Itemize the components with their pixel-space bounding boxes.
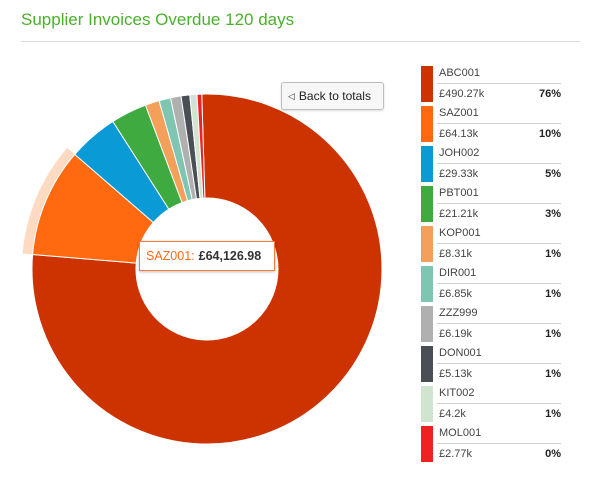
legend-swatch xyxy=(421,346,433,382)
legend-percent: 1% xyxy=(545,248,561,260)
legend-swatch xyxy=(421,426,433,462)
legend-rule xyxy=(437,443,561,444)
back-to-totals-button[interactable]: ◁ Back to totals xyxy=(281,82,384,110)
slice-mol001[interactable] xyxy=(196,93,206,199)
legend-swatch xyxy=(421,106,433,142)
tooltip-code: SAZ001: xyxy=(146,249,195,263)
legend-code: DON001 xyxy=(439,347,482,359)
legend-value: £64.13k xyxy=(439,128,479,140)
slice-highlight-saz001 xyxy=(22,147,75,255)
legend-value: £6.85k xyxy=(439,288,473,300)
legend-value: £6.19k xyxy=(439,328,473,340)
legend-swatch xyxy=(421,306,433,342)
title-divider xyxy=(21,41,580,42)
legend-code: MOL001 xyxy=(439,427,482,439)
legend-item[interactable]: SAZ001 £64.13k 10% xyxy=(421,104,561,144)
legend-swatch xyxy=(421,186,433,222)
legend-value: £21.21k xyxy=(439,208,479,220)
legend-item[interactable]: DIR001 £6.85k 1% xyxy=(421,264,561,304)
legend-rule xyxy=(437,83,561,84)
legend-code: KOP001 xyxy=(439,227,481,239)
legend-item[interactable]: ZZZ999 £6.19k 1% xyxy=(421,304,561,344)
legend-value: £5.13k xyxy=(439,368,473,380)
tooltip-value: £64,126.98 xyxy=(198,249,262,263)
page-title: Supplier Invoices Overdue 120 days xyxy=(21,10,295,29)
legend-item[interactable]: KOP001 £8.31k 1% xyxy=(421,224,561,264)
slice-tooltip: SAZ001: £64,126.98 xyxy=(139,241,275,271)
legend-item[interactable]: DON001 £5.13k 1% xyxy=(421,344,561,384)
legend-value: £29.33k xyxy=(439,168,479,180)
legend-code: DIR001 xyxy=(439,267,477,279)
legend-item[interactable]: KIT002 £4.2k 1% xyxy=(421,384,561,424)
legend-swatch xyxy=(421,266,433,302)
legend-item[interactable]: MOL001 £2.77k 0% xyxy=(421,424,561,464)
legend-code: PBT001 xyxy=(439,187,479,199)
legend-rule xyxy=(437,243,561,244)
legend-percent: 0% xyxy=(545,448,561,460)
legend-code: JOH002 xyxy=(439,147,480,159)
legend-rule xyxy=(437,203,561,204)
legend-percent: 10% xyxy=(538,128,561,140)
legend-percent: 5% xyxy=(545,168,561,180)
legend-code: KIT002 xyxy=(439,387,475,399)
legend-percent: 1% xyxy=(545,408,561,420)
legend-percent: 3% xyxy=(545,208,561,220)
legend-rule xyxy=(437,403,561,404)
legend-code: ZZZ999 xyxy=(439,307,478,319)
legend-rule xyxy=(437,283,561,284)
legend-rule xyxy=(437,363,561,364)
legend-percent: 1% xyxy=(545,288,561,300)
back-to-totals-label: Back to totals xyxy=(298,89,371,103)
legend-rule xyxy=(437,163,561,164)
legend-item[interactable]: JOH002 £29.33k 5% xyxy=(421,144,561,184)
back-arrow-icon: ◁ xyxy=(288,90,295,101)
legend-value: £8.31k xyxy=(439,248,473,260)
chart-legend: ABC001 £490.27k 76% SAZ001 £64.13k 10% JOH00… xyxy=(421,64,561,464)
legend-swatch xyxy=(421,146,433,182)
legend-value: £4.2k xyxy=(439,408,466,420)
legend-code: SAZ001 xyxy=(439,107,479,119)
legend-code: ABC001 xyxy=(439,67,480,79)
legend-rule xyxy=(437,123,561,124)
legend-swatch xyxy=(421,226,433,262)
legend-value: £490.27k xyxy=(439,88,485,100)
legend-item[interactable]: PBT001 £21.21k 3% xyxy=(421,184,561,224)
legend-rule xyxy=(437,323,561,324)
legend-swatch xyxy=(421,66,433,102)
legend-item[interactable]: ABC001 £490.27k 76% xyxy=(421,64,561,104)
legend-value: £2.77k xyxy=(439,448,473,460)
legend-percent: 1% xyxy=(545,368,561,380)
legend-percent: 1% xyxy=(545,328,561,340)
legend-percent: 76% xyxy=(538,88,561,100)
legend-swatch xyxy=(421,386,433,422)
slice-abc001[interactable] xyxy=(31,93,383,445)
